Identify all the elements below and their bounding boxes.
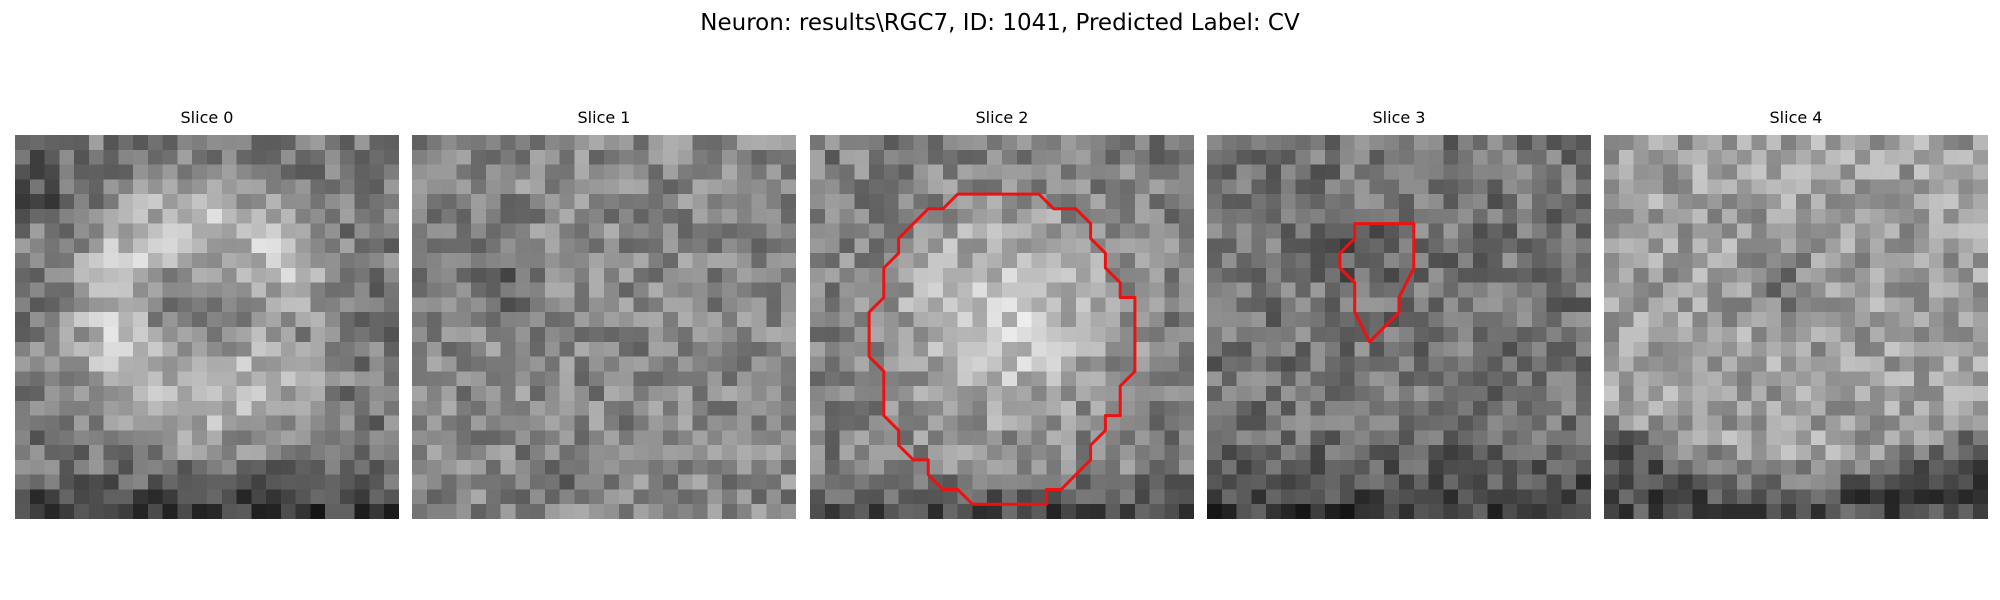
slice-title: Slice 0 [180,108,234,127]
roi-contour [1338,222,1416,344]
slice-image [810,135,1194,519]
slice-image [15,135,399,519]
slice-title: Slice 4 [1769,108,1823,127]
slice-image [1207,135,1591,519]
slice-panel-2: Slice 2 [810,108,1194,522]
slice-panel-0: Slice 0 [15,108,399,522]
slice-title: Slice 1 [577,108,631,127]
slice-image [412,135,796,519]
slice-title: Slice 2 [975,108,1029,127]
slice-title: Slice 3 [1372,108,1426,127]
slice-panel-1: Slice 1 [412,108,796,522]
roi-contour [867,192,1137,506]
figure-title: Neuron: results\RGC7, ID: 1041, Predicte… [700,10,1300,36]
slice-image [1604,135,1988,519]
slice-panel-4: Slice 4 [1604,108,1988,522]
slice-panel-3: Slice 3 [1207,108,1591,522]
